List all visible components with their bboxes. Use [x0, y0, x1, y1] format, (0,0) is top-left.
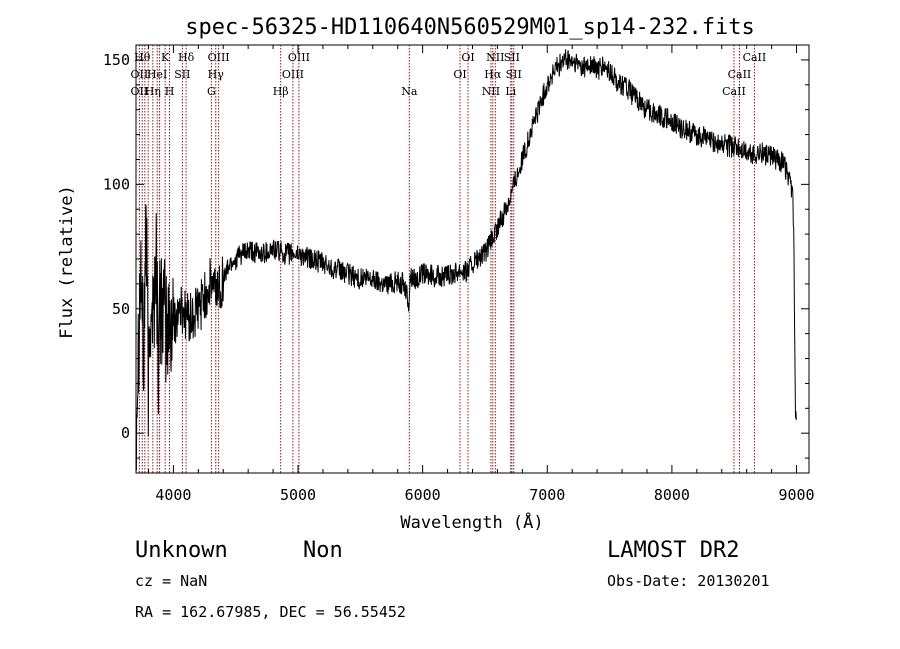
x-axis-label: Wavelength (Å)	[400, 511, 543, 533]
line-label-0-7: SII	[504, 51, 520, 64]
x-tick-label-8000: 8000	[654, 486, 690, 504]
line-label-2-7: Li	[505, 85, 516, 98]
line-label-0-4: OIII	[288, 51, 310, 64]
y-tick-label-100: 100	[103, 175, 130, 193]
line-label-2-1: Hη	[145, 85, 161, 98]
x-tick-label-9000: 9000	[778, 486, 814, 504]
line-label-0-2: Hδ	[178, 51, 195, 64]
y-tick-label-150: 150	[103, 51, 130, 69]
line-label-1-5: OI	[453, 68, 466, 81]
obs-date: Obs-Date: 20130201	[607, 572, 770, 590]
line-label-2-6: NII	[482, 85, 500, 98]
line-label-2-0: OII	[131, 85, 149, 98]
chart-title: spec-56325-HD110640N560529M01_sp14-232.f…	[185, 15, 755, 40]
line-label-1-6: Hα	[484, 68, 502, 81]
line-marker-layer	[138, 45, 755, 473]
line-label-1-1: HeI	[147, 68, 167, 81]
line-label-1-7: SII	[506, 68, 522, 81]
x-tick-label-4000: 4000	[155, 486, 191, 504]
y-axis-label: Flux (relative)	[57, 185, 77, 339]
line-label-2-4: Hβ	[273, 85, 289, 98]
tick-layer: 4000 5000 6000 7000 8000 9000 0 50 100 150	[103, 45, 815, 504]
y-tick-label-0: 0	[121, 424, 130, 442]
survey-label: LAMOST DR2	[607, 538, 740, 563]
ra-dec-coords: RA = 162.67985, DEC = 56.55452	[135, 603, 406, 621]
line-label-0-8: CaII	[743, 51, 767, 64]
line-label-1-0: OII	[131, 68, 149, 81]
x-tick-label-5000: 5000	[280, 486, 316, 504]
class-label: Unknown	[135, 538, 228, 563]
y-tick-label-50: 50	[112, 300, 130, 318]
x-tick-label-6000: 6000	[405, 486, 441, 504]
line-label-0-5: OI	[461, 51, 474, 64]
line-label-0-3: OIII	[208, 51, 230, 64]
spectrum-layer	[135, 49, 797, 471]
line-label-1-3: Hγ	[208, 68, 225, 81]
line-label-0-1: K	[161, 51, 170, 64]
subclass-label: Non	[303, 538, 343, 563]
line-label-1-8: CaII	[728, 68, 752, 81]
line-label-0-6: NII	[486, 51, 504, 64]
cz-value: cz = NaN	[135, 572, 208, 590]
line-label-2-5: Na	[401, 85, 418, 98]
line-label-2-3: G	[207, 85, 216, 98]
line-label-2-8: CaII	[722, 85, 746, 98]
line-label-0-0: Hθ	[134, 51, 151, 64]
x-tick-label-7000: 7000	[529, 486, 565, 504]
line-label-2-2: H	[165, 85, 175, 98]
line-label-1-4: OIII	[282, 68, 304, 81]
spectrum-line	[135, 49, 797, 471]
line-label-1-2: SII	[174, 68, 190, 81]
